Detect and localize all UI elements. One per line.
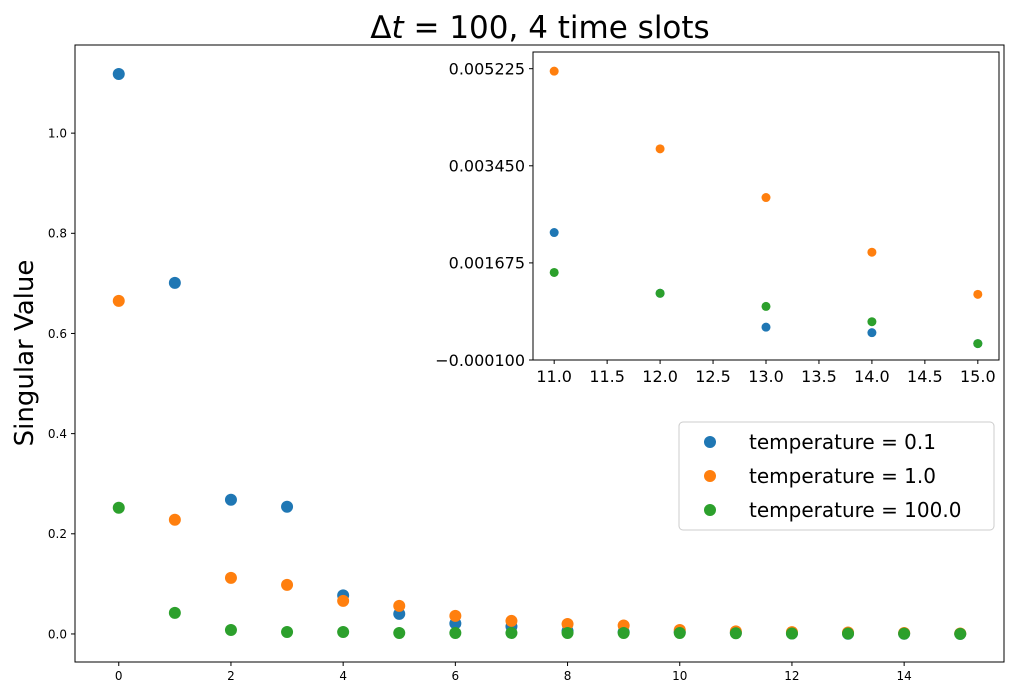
legend-label-temp-1-0: temperature = 1.0 xyxy=(749,464,936,488)
legend: temperature = 0.1 temperature = 1.0 temp… xyxy=(678,421,995,531)
main-point-temperature-100-0 xyxy=(898,627,911,640)
main-point-temperature-1-0 xyxy=(168,513,181,526)
chart-title-var: t xyxy=(391,10,405,46)
main-point-temperature-100-0 xyxy=(281,625,294,638)
main-point-temperature-100-0 xyxy=(673,626,686,639)
legend-marker-temp-0-1 xyxy=(704,436,716,448)
main-x-tick-label: 6 xyxy=(452,669,460,683)
main-point-temperature-100-0 xyxy=(785,627,798,640)
main-point-temperature-1-0 xyxy=(112,294,125,307)
inset-point-temperature-0-1 xyxy=(549,228,559,238)
main-point-temperature-0-1 xyxy=(112,68,125,81)
inset-point-temperature-100-0 xyxy=(973,339,983,349)
y-axis-label: Singular Value xyxy=(10,260,40,447)
inset-point-temperature-1-0 xyxy=(973,289,983,299)
chart-title-prefix: Δ xyxy=(370,10,391,46)
main-y-tick-label: 0.6 xyxy=(48,327,67,341)
main-point-temperature-1-0 xyxy=(224,571,237,584)
main-point-temperature-1-0 xyxy=(505,614,518,627)
main-x-tick-label: 14 xyxy=(897,669,912,683)
main-y-tick-label: 0.4 xyxy=(48,427,67,441)
inset-point-temperature-1-0 xyxy=(867,247,877,257)
inset-y-axis: −0.000100 0.001675 0.003450 0.005225 xyxy=(435,59,533,370)
chart-title: Δt = 100, 4 time slots xyxy=(370,10,709,46)
inset-x-tick-label: 12.5 xyxy=(695,367,731,386)
legend-label-temp-100-0: temperature = 100.0 xyxy=(749,498,961,522)
main-x-tick-label: 2 xyxy=(227,669,235,683)
inset-x-axis: 11.0 11.5 12.0 12.5 13.0 13.5 14.0 14.5 15.0 xyxy=(536,360,996,386)
main-x-axis: 0 2 4 6 8 10 12 14 xyxy=(115,662,912,683)
main-point-temperature-1-0 xyxy=(393,599,406,612)
main-x-tick-label: 0 xyxy=(115,669,123,683)
chart-title-rest: = 100, 4 time slots xyxy=(404,10,710,46)
main-point-temperature-100-0 xyxy=(561,626,574,639)
inset-background xyxy=(533,52,999,360)
inset-y-tick-label: 0.005225 xyxy=(449,59,525,78)
inset-x-tick-label: 11.5 xyxy=(589,367,625,386)
inset-point-temperature-100-0 xyxy=(549,267,559,277)
inset-y-tick-label: −0.000100 xyxy=(435,351,525,370)
inset-x-tick-label: 12.0 xyxy=(642,367,678,386)
main-y-tick-label: 0.2 xyxy=(48,527,67,541)
main-y-tick-label: 1.0 xyxy=(48,126,67,140)
inset-point-temperature-1-0 xyxy=(655,144,665,154)
main-point-temperature-0-1 xyxy=(224,493,237,506)
main-point-temperature-100-0 xyxy=(842,627,855,640)
main-point-temperature-100-0 xyxy=(617,626,630,639)
legend-marker-temp-1-0 xyxy=(704,470,716,482)
main-x-tick-label: 10 xyxy=(672,669,687,683)
main-y-tick-label: 0.8 xyxy=(48,227,67,241)
main-point-temperature-1-0 xyxy=(449,609,462,622)
legend-marker-temp-100-0 xyxy=(704,504,716,516)
main-point-temperature-0-1 xyxy=(168,276,181,289)
inset-point-temperature-1-0 xyxy=(549,66,559,76)
main-y-tick-label: 0.0 xyxy=(48,627,67,641)
inset-x-tick-label: 13.0 xyxy=(748,367,784,386)
main-point-temperature-100-0 xyxy=(112,501,125,514)
main-point-temperature-1-0 xyxy=(337,594,350,607)
main-point-temperature-100-0 xyxy=(337,625,350,638)
inset-point-temperature-0-1 xyxy=(867,328,877,338)
main-point-temperature-100-0 xyxy=(224,623,237,636)
inset-x-tick-label: 11.0 xyxy=(536,367,572,386)
main-point-temperature-100-0 xyxy=(729,627,742,640)
main-point-temperature-100-0 xyxy=(168,606,181,619)
inset-point-temperature-100-0 xyxy=(655,288,665,298)
main-plot-points xyxy=(112,68,967,640)
main-point-temperature-100-0 xyxy=(954,627,967,640)
main-point-temperature-0-1 xyxy=(281,500,294,513)
inset-y-tick-label: 0.001675 xyxy=(449,254,525,273)
inset-point-temperature-0-1 xyxy=(761,322,771,332)
main-x-tick-label: 4 xyxy=(339,669,347,683)
inset-point-temperature-1-0 xyxy=(761,193,771,203)
inset-point-temperature-100-0 xyxy=(867,317,877,327)
inset-plot-points xyxy=(549,66,983,349)
main-y-axis: 0.0 0.2 0.4 0.6 0.8 1.0 xyxy=(48,126,75,641)
main-x-tick-label: 12 xyxy=(784,669,799,683)
main-point-temperature-1-0 xyxy=(281,578,294,591)
inset-plot-frame xyxy=(532,51,1000,361)
legend-box xyxy=(678,421,995,531)
inset-point-temperature-100-0 xyxy=(761,301,771,311)
main-point-temperature-100-0 xyxy=(449,626,462,639)
main-plot-frame xyxy=(74,44,1005,663)
main-point-temperature-1-0 xyxy=(561,617,574,630)
inset-x-tick-label: 14.0 xyxy=(854,367,890,386)
inset-x-tick-label: 14.5 xyxy=(907,367,943,386)
inset-x-tick-label: 13.5 xyxy=(801,367,837,386)
main-point-temperature-100-0 xyxy=(505,626,518,639)
main-x-tick-label: 8 xyxy=(564,669,572,683)
inset-x-tick-label: 15.0 xyxy=(960,367,996,386)
inset-y-tick-label: 0.003450 xyxy=(449,157,525,176)
legend-label-temp-0-1: temperature = 0.1 xyxy=(749,430,936,454)
main-point-temperature-100-0 xyxy=(393,626,406,639)
